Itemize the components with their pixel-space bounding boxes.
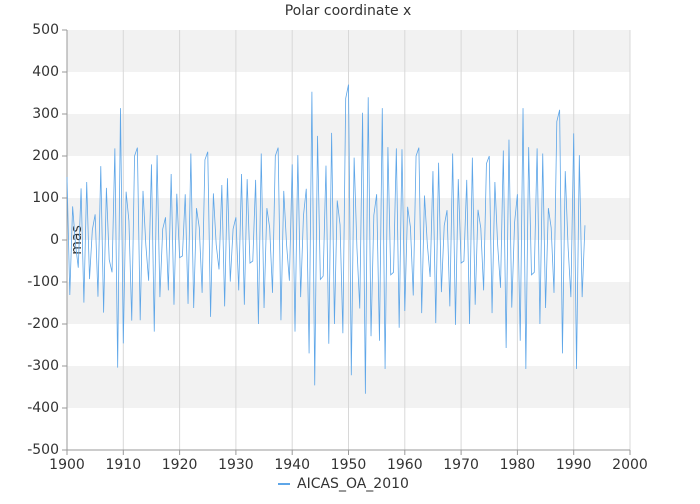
x-tick-label: 1930 bbox=[218, 457, 254, 473]
y-tick-label: -100 bbox=[27, 274, 59, 290]
x-tick-label: 1910 bbox=[105, 457, 141, 473]
data-line bbox=[66, 84, 586, 394]
y-tick-label: 300 bbox=[32, 106, 59, 122]
legend-label: AICAS_OA_2010 bbox=[297, 476, 409, 492]
y-tick-label: -200 bbox=[27, 316, 59, 332]
y-tick-label: 100 bbox=[32, 190, 59, 206]
x-tick-label: 1980 bbox=[500, 457, 536, 473]
x-tick-label: 1940 bbox=[274, 457, 310, 473]
y-tick-label: -500 bbox=[27, 442, 59, 458]
y-axis-label: mas bbox=[69, 225, 85, 255]
y-tick-label: 500 bbox=[32, 22, 59, 38]
y-tick-label: 0 bbox=[50, 232, 59, 248]
x-tick-label: 1900 bbox=[49, 457, 85, 473]
x-tick-label: 1990 bbox=[556, 457, 592, 473]
x-tick-label: 1960 bbox=[387, 457, 423, 473]
x-tick-label: 1970 bbox=[443, 457, 479, 473]
y-tick-label: 400 bbox=[32, 64, 59, 80]
x-tick-label: 1950 bbox=[331, 457, 367, 473]
x-tick-label: 1920 bbox=[162, 457, 198, 473]
y-tick-label: -400 bbox=[27, 400, 59, 416]
chart-title: Polar coordinate x bbox=[285, 3, 412, 19]
y-tick-label: -300 bbox=[27, 358, 59, 374]
y-tick-label: 200 bbox=[32, 148, 59, 164]
x-tick-label: 2000 bbox=[612, 457, 648, 473]
